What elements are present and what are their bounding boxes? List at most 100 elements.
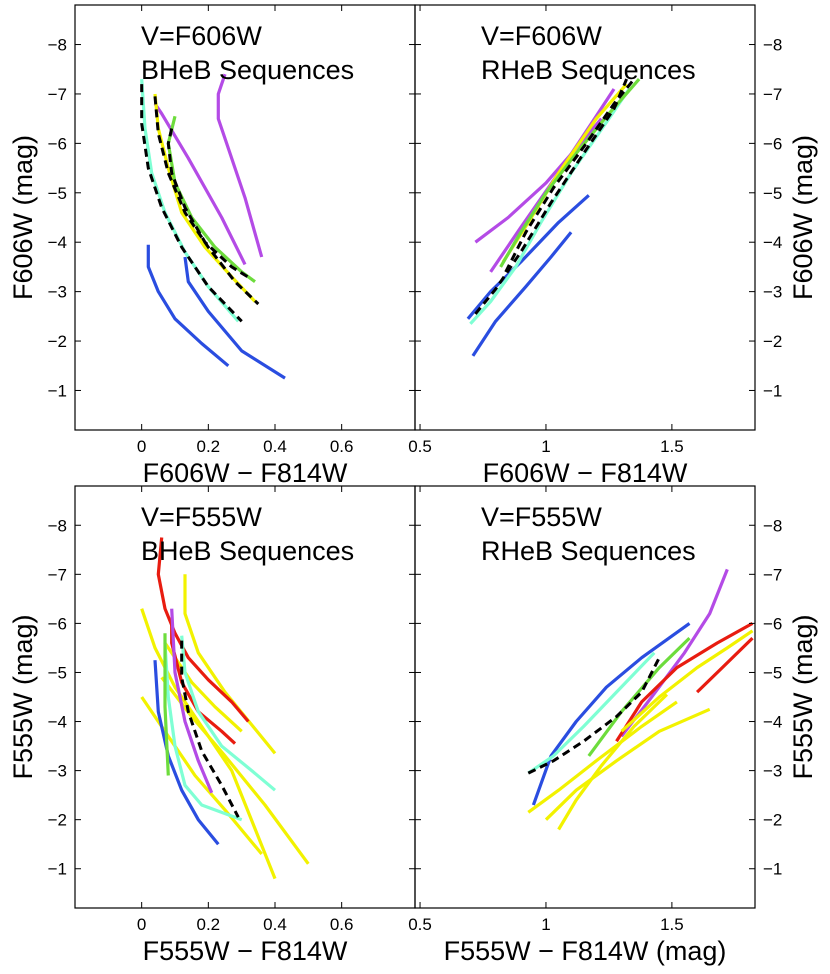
series-group <box>140 73 286 380</box>
y-tick-label: −3 <box>48 762 67 781</box>
series-black-dash-1 <box>474 78 628 315</box>
series-yellow-5 <box>163 642 243 733</box>
series-green-1 <box>587 636 691 757</box>
y-tick-label: −1 <box>763 860 782 879</box>
y-axis-label: F555W (mag) <box>788 614 818 779</box>
y-tick-label: −1 <box>48 860 67 879</box>
panel-bottom-left: 0 0.2 0.4 0.6 −1 −2 −3 −4 −5 −6 −7 −8 F555W − F814W F… <box>8 485 416 966</box>
series-blue-2 <box>183 256 286 380</box>
series-black-dash-1 <box>527 657 661 775</box>
series-yellow-2 <box>544 707 711 821</box>
x-tick-label: 0.5 <box>408 437 432 456</box>
y-tick-label: −7 <box>48 565 67 584</box>
y-tick-label: −7 <box>763 85 782 104</box>
series-cyan-1 <box>527 651 656 775</box>
plot-frame <box>414 485 756 909</box>
y-tick-label: −8 <box>763 36 782 55</box>
series-black-dash-2 <box>153 96 260 306</box>
series-blue-2 <box>471 231 573 357</box>
x-tick-label: 0.5 <box>408 915 432 934</box>
series-group <box>140 537 310 880</box>
y-tick-label: −6 <box>763 614 782 633</box>
plot-frame <box>414 4 756 431</box>
y-tick-label: −3 <box>48 283 67 302</box>
series-magenta-1 <box>216 73 264 258</box>
x-tick-label: 0.2 <box>197 915 221 934</box>
y-tick-label: −7 <box>763 565 782 584</box>
series-black-dash-1 <box>140 84 243 323</box>
y-axis-label: F555W (mag) <box>8 614 38 779</box>
x-axis-label: F555W − F814W <box>143 936 348 966</box>
annotation-text: V=F606W <box>481 21 602 51</box>
y-tick-label: −5 <box>48 184 67 203</box>
series-magenta-2 <box>153 102 247 266</box>
series-yellow-1 <box>140 608 277 880</box>
x-axis-label: F606W − F814W <box>483 458 688 488</box>
y-tick-label: −4 <box>763 233 782 252</box>
x-tick-label: 0 <box>137 437 146 456</box>
x-axis-label: F606W − F814W <box>143 458 348 488</box>
x-tick-label: 0.4 <box>263 915 287 934</box>
y-tick-label: −3 <box>763 762 782 781</box>
series-blue-1 <box>146 244 230 368</box>
y-tick-label: −7 <box>48 85 67 104</box>
series-black-dash-1 <box>180 640 240 818</box>
y-axis-label: F606W (mag) <box>8 135 38 300</box>
panel-bottom-right: 0.5 1 1.5 −1 −2 −3 −4 −5 −6 −7 −8 F555W − F814W (ma… <box>408 485 818 966</box>
series-blue-1 <box>531 622 691 806</box>
annotation-text: V=F555W <box>481 502 602 532</box>
series-cyan-2 <box>180 635 277 792</box>
y-tick-label: −4 <box>48 233 67 252</box>
panel-top-right: 0.5 1 1.5 −1 −2 −3 −4 −5 −6 −7 −8 F606W − F814W F606… <box>408 4 818 488</box>
y-tick-label: −5 <box>48 663 67 682</box>
x-tick-label: 0.2 <box>197 437 221 456</box>
series-black-dash-2 <box>504 78 636 273</box>
series-yellow-1 <box>501 83 628 263</box>
y-tick-label: −5 <box>763 184 782 203</box>
y-tick-label: −2 <box>48 811 67 830</box>
series-black-dash-3 <box>166 128 253 281</box>
y-tick-label: −6 <box>48 134 67 153</box>
y-tick-label: −1 <box>763 381 782 400</box>
panel-top-left: 0 0.2 0.4 0.6 −1 −2 −3 −4 −5 −6 −7 −8 F606W − F814W F… <box>8 4 416 488</box>
series-group <box>466 78 641 357</box>
x-tick-label: 0.6 <box>330 915 354 934</box>
annotation-text: V=F606W <box>141 21 262 51</box>
series-red-1 <box>615 622 754 743</box>
annotation-text: V=F555W <box>141 502 262 532</box>
y-axis-label: F606W (mag) <box>788 135 818 300</box>
x-tick-label: 0.6 <box>330 437 354 456</box>
x-tick-label: 1 <box>541 437 550 456</box>
y-tick-label: −2 <box>763 332 782 351</box>
y-tick-label: −5 <box>763 663 782 682</box>
y-tick-label: −4 <box>48 713 67 732</box>
annotation-text: BHeB Sequences <box>141 536 354 566</box>
x-axis-label: F555W − F814W (mag) <box>444 936 727 966</box>
x-tick-label: 0.4 <box>263 437 287 456</box>
y-tick-label: −1 <box>48 381 67 400</box>
series-red-2 <box>170 623 237 745</box>
series-magenta-1 <box>474 117 603 244</box>
y-tick-label: −4 <box>763 713 782 732</box>
annotation-text: RHeB Sequences <box>481 55 696 85</box>
y-tick-label: −8 <box>48 36 67 55</box>
y-tick-label: −2 <box>763 811 782 830</box>
series-magenta-1 <box>170 608 214 794</box>
series-magenta-1 <box>620 568 729 738</box>
series-blue-1 <box>153 660 220 846</box>
y-tick-label: −6 <box>763 134 782 153</box>
y-tick-label: −6 <box>48 614 67 633</box>
x-tick-label: 1.5 <box>660 915 684 934</box>
series-yellow-4 <box>183 574 277 755</box>
series-yellow-4 <box>620 629 754 733</box>
series-red-2 <box>695 636 754 694</box>
annotation-text: RHeB Sequences <box>481 536 696 566</box>
y-tick-label: −3 <box>763 283 782 302</box>
series-yellow-1 <box>527 700 678 814</box>
y-tick-label: −2 <box>48 332 67 351</box>
series-blue-1 <box>466 194 590 320</box>
series-green-1 <box>163 633 170 776</box>
y-tick-label: −8 <box>48 516 67 535</box>
series-yellow-3 <box>557 693 669 831</box>
